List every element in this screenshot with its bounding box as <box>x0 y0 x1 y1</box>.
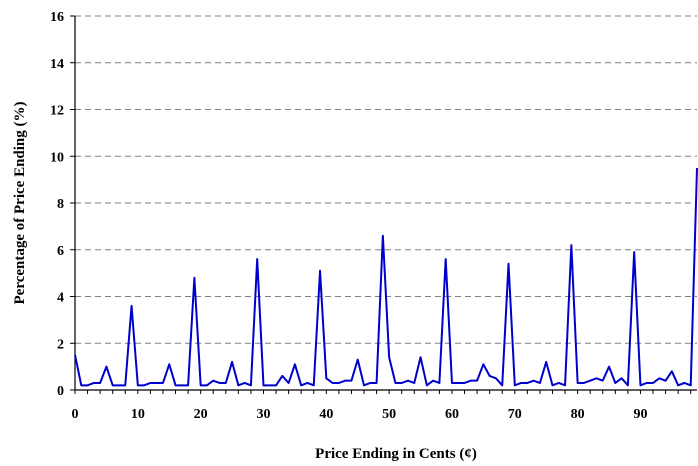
x-tick-label: 20 <box>194 407 208 422</box>
y-tick-label: 2 <box>57 337 64 352</box>
x-tick-label: 60 <box>445 407 459 422</box>
axes <box>70 15 697 394</box>
y-tick-label: 8 <box>57 197 64 212</box>
y-tick-label: 4 <box>57 291 64 306</box>
x-tick-label: 30 <box>256 407 270 422</box>
x-axis-title: Price Ending in Cents (¢) <box>315 446 477 462</box>
x-tick-label: 10 <box>131 407 145 422</box>
y-tick-label: 16 <box>50 10 64 25</box>
series-layer <box>74 167 698 387</box>
y-axis-title: Percentage of Price Ending (%) <box>12 101 28 304</box>
series-line-0 <box>74 167 698 387</box>
y-tick-label: 10 <box>50 150 64 165</box>
x-tick-label: 50 <box>382 407 396 422</box>
x-tick-label: 70 <box>508 407 522 422</box>
tick-labels: 0 2 4 6 8 10 12 14 16 0 10 20 30 40 50 60 70 80 90 <box>50 10 647 422</box>
y-tick-label: 14 <box>50 57 64 72</box>
x-tick-label: 40 <box>319 407 333 422</box>
y-tick-label: 0 <box>57 384 64 399</box>
y-tick-label: 6 <box>57 244 64 259</box>
x-tick-label: 90 <box>633 407 647 422</box>
y-tick-label: 12 <box>50 104 64 119</box>
x-tick-label: 0 <box>72 407 79 422</box>
x-tick-label: 80 <box>571 407 585 422</box>
